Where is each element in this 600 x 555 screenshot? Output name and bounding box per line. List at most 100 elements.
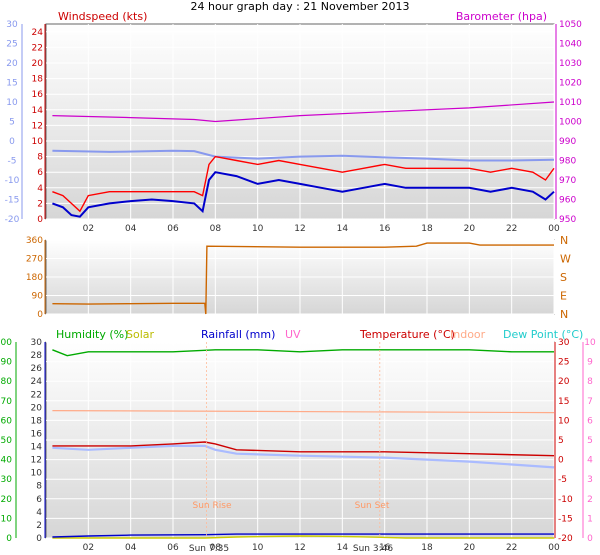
rainfall-tick-6: 6 <box>36 495 42 505</box>
indoor-temperature-line <box>52 410 555 414</box>
page-title: 24 hour graph day : 21 November 2013 <box>190 0 409 13</box>
rainfall-tick-12: 12 <box>31 456 42 466</box>
legend-indoor: Indoor <box>450 328 486 341</box>
wind-x-tick-08: 08 <box>210 224 222 234</box>
climate-x-tick-14: 14 <box>337 543 349 553</box>
uv-tick-3: 3 <box>587 475 593 485</box>
temperature-tick-0: 0 <box>558 456 564 466</box>
rainfall-tick-4: 4 <box>36 508 42 518</box>
uv-tick-10: 10 <box>584 338 596 348</box>
barometer-tick-960: 960 <box>559 196 576 206</box>
wind-x-tick-04: 04 <box>125 224 137 234</box>
humidity-tick-90: 90 <box>1 358 13 368</box>
rainfall-tick-28: 28 <box>31 351 43 361</box>
compass-label-0: N <box>560 234 568 247</box>
humidity-tick-10: 10 <box>1 514 13 524</box>
barometer-tick-1040: 1040 <box>559 40 582 50</box>
sunrise-label: Sun Rise <box>193 501 232 511</box>
wind-x-tick-02: 02 <box>83 224 94 234</box>
temperature-tick-5: 5 <box>558 436 564 446</box>
wind-x-tick-14: 14 <box>337 224 349 234</box>
temperature-tick-25: 25 <box>558 358 569 368</box>
uv-tick-8: 8 <box>587 377 593 387</box>
outer-temp-tick--10: -10 <box>5 176 20 186</box>
outer-temp-tick--15: -15 <box>5 196 20 206</box>
wind-x-tick-10: 10 <box>252 224 264 234</box>
temperature-tick--20: -20 <box>558 534 573 544</box>
humidity-tick-100: 100 <box>0 338 12 348</box>
windspeed-tick-22: 22 <box>32 43 43 53</box>
temperature-tick--5: -5 <box>558 475 567 485</box>
windspeed-tick-16: 16 <box>32 90 44 100</box>
wind-panel-grid <box>46 24 555 220</box>
rainfall-tick-22: 22 <box>31 390 42 400</box>
rainfall-tick-2: 2 <box>36 521 42 531</box>
outer-temperature-line <box>52 149 555 162</box>
windspeed-tick-2: 2 <box>37 199 43 209</box>
wind-gust-line <box>52 155 555 213</box>
temperature-tick-15: 15 <box>558 397 569 407</box>
wind-x-tick-22: 22 <box>506 224 517 234</box>
direction-panel-grid <box>46 239 555 315</box>
wind-average-line <box>52 171 555 218</box>
direction-tick-180: 180 <box>26 273 43 283</box>
barometer-tick-970: 970 <box>559 176 576 186</box>
barometer-label: Barometer (hpa) <box>456 10 547 23</box>
outer-temp-tick-30: 30 <box>6 20 18 30</box>
direction-tick-90: 90 <box>32 292 44 302</box>
humidity-tick-70: 70 <box>1 397 13 407</box>
rainfall-tick-10: 10 <box>31 469 43 479</box>
climate-x-tick-20: 20 <box>464 543 476 553</box>
outer-temp-tick-15: 15 <box>6 79 17 89</box>
humidity-tick-60: 60 <box>1 416 13 426</box>
climate-x-tick-02: 02 <box>83 543 94 553</box>
climate-x-tick-04: 04 <box>125 543 137 553</box>
climate-x-tick-10: 10 <box>252 543 264 553</box>
legend-solar: Solar <box>126 328 155 341</box>
climate-panel-axes: 0102030405060708090100024681012141618202… <box>0 338 596 553</box>
wind-x-tick-12: 12 <box>294 224 305 234</box>
windspeed-tick-4: 4 <box>37 184 43 194</box>
windspeed-tick-12: 12 <box>32 121 43 131</box>
direction-tick-0: 0 <box>37 310 43 320</box>
outer-temp-tick-5: 5 <box>9 118 15 128</box>
wind-panel-series <box>52 101 555 218</box>
direction-panel-series <box>52 242 554 315</box>
uv-tick-0: 0 <box>587 534 593 544</box>
uv-tick-6: 6 <box>587 416 593 426</box>
humidity-tick-0: 0 <box>6 534 12 544</box>
barometer-tick-1010: 1010 <box>559 98 582 108</box>
barometer-line <box>52 101 555 123</box>
direction-tick-270: 270 <box>26 255 43 265</box>
wind-panel-axes: 024681012141618202224-20-15-10-505101520… <box>5 20 583 234</box>
windspeed-tick-14: 14 <box>32 106 44 116</box>
windspeed-tick-10: 10 <box>32 137 44 147</box>
windspeed-tick-8: 8 <box>37 153 43 163</box>
climate-panel: 0102030405060708090100024681012141618202… <box>0 338 596 554</box>
barometer-tick-990: 990 <box>559 137 576 147</box>
uv-tick-7: 7 <box>587 397 593 407</box>
humidity-tick-50: 50 <box>1 436 13 446</box>
wind-x-tick-00: 00 <box>548 224 560 234</box>
temperature-tick-30: 30 <box>558 338 570 348</box>
rainfall-tick-20: 20 <box>31 403 43 413</box>
compass-label-4: N <box>560 308 568 321</box>
uv-tick-2: 2 <box>587 495 593 505</box>
sunset-label: Sun Set <box>355 501 390 511</box>
outer-temp-tick--20: -20 <box>5 215 20 225</box>
climate-x-tick-06: 06 <box>167 543 179 553</box>
windspeed-tick-18: 18 <box>32 75 44 85</box>
climate-panel-series <box>52 342 555 539</box>
rainfall-tick-0: 0 <box>36 534 42 544</box>
outer-temp-tick-0: 0 <box>9 137 15 147</box>
climate-legend: Humidity (%) Solar Rainfall (mm) UV Temp… <box>56 328 583 341</box>
compass-label-2: S <box>560 271 567 284</box>
wind-x-tick-16: 16 <box>379 224 391 234</box>
climate-x-tick-18: 18 <box>421 543 433 553</box>
temperature-line <box>52 441 555 457</box>
wind-x-tick-18: 18 <box>421 224 433 234</box>
windspeed-tick-24: 24 <box>32 28 44 38</box>
sunset-time-label: Sun 3:46 <box>353 544 393 554</box>
